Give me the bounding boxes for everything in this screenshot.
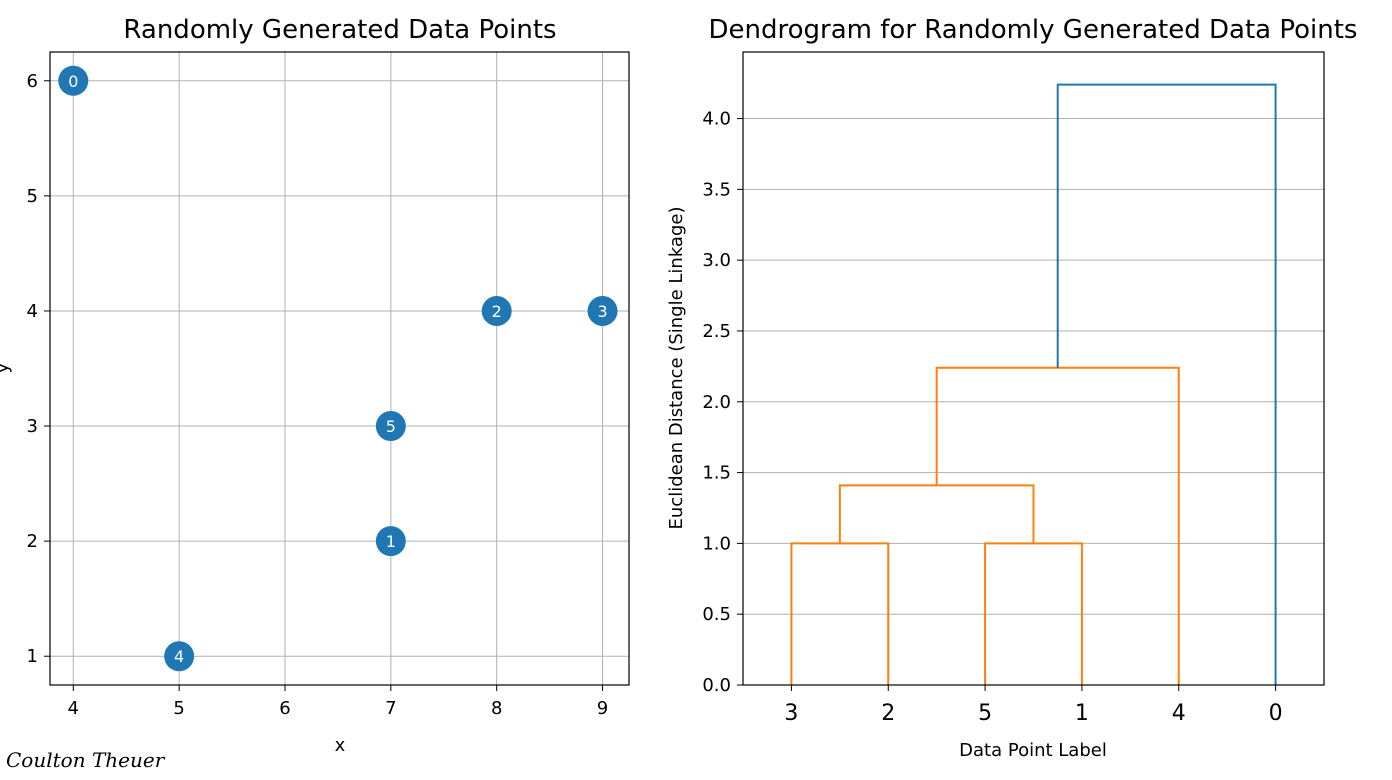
dendrogram-y-tick-label: 1.5 (702, 463, 731, 484)
scatter-y-tick-label: 2 (27, 531, 38, 552)
dendrogram-link (838, 484, 1035, 544)
dendrogram-title: Dendrogram for Randomly Generated Data P… (709, 15, 1358, 45)
dendrogram-leaf-label: 4 (1172, 701, 1186, 726)
handwritten-signature: Coulton Theuer (6, 748, 165, 772)
scatter-point (375, 411, 406, 442)
scatter-point (58, 65, 89, 96)
dendrogram-grid (743, 118, 1324, 686)
scatter-y-tick-label: 5 (27, 186, 38, 207)
scatter-y-axis-label: y (0, 362, 13, 373)
dendrogram-y-axis-label: Euclidean Distance (Single Linkage) (666, 207, 687, 530)
dendrogram-leaf-label: 2 (881, 701, 895, 726)
dendrogram-plot-frame (742, 51, 1325, 686)
dendrogram-leaf-label: 1 (1075, 701, 1089, 726)
dendrogram-y-tick-label: 1.0 (702, 533, 731, 554)
scatter-panel: Randomly Generated Data Points 4 5 6 7 8 9 1 2… (0, 15, 630, 756)
scatter-plot-frame (49, 51, 630, 686)
dendrogram-panel: Dendrogram for Randomly Generated Data P… (666, 15, 1357, 761)
dendrogram-leaf-label: 3 (784, 701, 798, 726)
scatter-x-tick-label: 4 (68, 698, 79, 719)
dendrogram-y-tick-label: 3.5 (702, 179, 731, 200)
scatter-point (587, 295, 618, 326)
scatter-y-tick-label: 3 (27, 416, 38, 437)
dendrogram-y-tick-label: 2.0 (702, 392, 731, 413)
scatter-point (481, 295, 512, 326)
scatter-point-label: 4 (174, 647, 184, 666)
scatter-point-label: 0 (68, 72, 78, 91)
scatter-point-label: 2 (492, 302, 502, 321)
dendrogram-x-axis-label: Data Point Label (959, 740, 1107, 761)
scatter-y-tick-label: 4 (27, 301, 38, 322)
scatter-grid (50, 52, 629, 685)
scatter-y-tick-label: 1 (27, 646, 38, 667)
scatter-x-tick-label: 6 (279, 698, 290, 719)
dendrogram-y-tick-label: 3.0 (702, 250, 731, 271)
dendrogram-link (935, 366, 1180, 685)
scatter-point (375, 526, 406, 557)
dendrogram-y-ticks: 0.0 0.5 1.0 1.5 2.0 2.5 3.0 3.5 4.0 (702, 109, 743, 696)
scatter-x-tick-label: 7 (385, 698, 396, 719)
scatter-x-tick-label: 9 (597, 698, 608, 719)
scatter-y-ticks: 1 2 3 4 5 6 (27, 71, 50, 667)
dendrogram-link (1056, 83, 1277, 685)
scatter-points: 0 1 2 3 4 5 (58, 65, 618, 672)
scatter-x-ticks: 4 5 6 7 8 9 (68, 685, 608, 719)
dendrogram-links (790, 83, 1277, 685)
scatter-point-label: 1 (386, 532, 396, 551)
dendrogram-leaf-label: 5 (978, 701, 992, 726)
scatter-point-label: 3 (597, 302, 607, 321)
scatter-y-tick-label: 6 (27, 71, 38, 92)
scatter-x-axis-label: x (335, 735, 346, 756)
scatter-title: Randomly Generated Data Points (123, 15, 556, 45)
dendrogram-leaf-label: 0 (1269, 701, 1283, 726)
scatter-point (164, 641, 195, 672)
dendrogram-y-tick-label: 0.0 (702, 675, 731, 696)
dendrogram-y-tick-label: 2.5 (702, 321, 731, 342)
scatter-x-tick-label: 8 (491, 698, 502, 719)
dendrogram-y-tick-label: 4.0 (702, 109, 731, 130)
dendrogram-y-tick-label: 0.5 (702, 604, 731, 625)
dendrogram-x-ticks: 3 2 5 1 4 0 (784, 685, 1283, 726)
scatter-x-tick-label: 5 (173, 698, 184, 719)
scatter-point-label: 5 (386, 417, 396, 436)
